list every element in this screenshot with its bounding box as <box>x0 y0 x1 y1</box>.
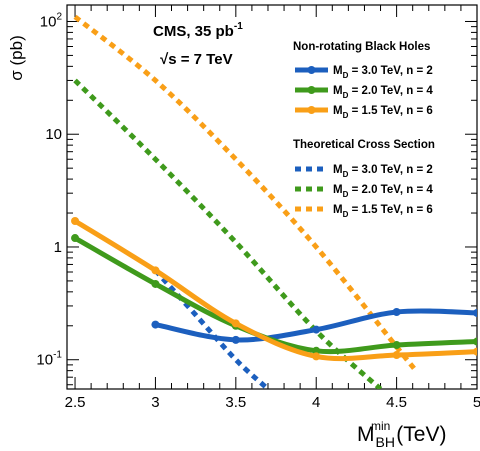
legend-limit-marker-1 <box>307 86 316 94</box>
legend: Non-rotating Black Holes MD = 3.0 TeV, n… <box>293 41 435 219</box>
limit-point-1 <box>473 337 477 346</box>
x-tick-label: 3 <box>151 394 159 411</box>
legend-group1-title: Non-rotating Black Holes <box>293 41 430 53</box>
y-tick-label: 10-1 <box>36 350 62 369</box>
limit-point-1 <box>71 234 80 243</box>
limit-point-2 <box>473 347 477 356</box>
limit-line-0 <box>152 308 477 343</box>
theory-line-1 <box>73 78 383 389</box>
legend-limit-label-2: MD = 1.5 TeV, n = 6 <box>333 105 433 120</box>
y-axis-ticks: 10-1 1 10 102 <box>36 11 477 386</box>
legend-group-limits: MD = 3.0 TeV, n = 2 MD = 2.0 TeV, n = 4 MD… <box>295 65 433 120</box>
legend-theory-label-1: MD = 2.0 TeV, n = 4 <box>333 184 433 199</box>
x-tick-label: 3.5 <box>225 394 246 411</box>
limit-point-2 <box>151 266 160 275</box>
x-tick-label: 5 <box>473 394 480 411</box>
legend-group-theory: MD = 3.0 TeV, n = 2 MD = 2.0 TeV, n = 4 MD… <box>295 164 433 219</box>
y-axis-label: σ (pb) <box>7 35 26 80</box>
legend-limit-label-0: MD = 3.0 TeV, n = 2 <box>333 65 433 80</box>
limit-point-2 <box>392 351 401 360</box>
limit-point-2 <box>312 352 321 361</box>
x-tick-label: 2.5 <box>65 394 86 411</box>
limit-point-0 <box>312 325 321 334</box>
x-tick-label: 4.5 <box>386 394 407 411</box>
limit-point-0 <box>151 320 160 329</box>
plot-frame <box>66 4 478 390</box>
y-tick-label: 10 <box>45 126 62 143</box>
limit-point-1 <box>151 279 160 288</box>
chart-title-line2: √s = 7 TeV <box>160 51 233 68</box>
limit-point-1 <box>312 346 321 355</box>
legend-theory-label-0: MD = 3.0 TeV, n = 2 <box>333 164 433 179</box>
y-tick-label: 1 <box>54 239 62 256</box>
limit-point-0 <box>231 335 240 344</box>
x-tick-label: 4 <box>312 394 320 411</box>
legend-limit-marker-2 <box>307 106 316 114</box>
x-axis-ticks: 2.5 3 3.5 4 4.5 5 <box>65 5 480 411</box>
limit-point-2 <box>231 319 240 328</box>
limit-point-1 <box>392 341 401 350</box>
y-tick-label: 102 <box>40 11 63 30</box>
limit-curves <box>71 216 477 362</box>
x-axis-label: MBHmin (TeV) <box>357 419 446 450</box>
legend-limit-marker-0 <box>307 66 316 74</box>
legend-group2-title: Theoretical Cross Section <box>293 139 435 151</box>
legend-theory-label-2: MD = 1.5 TeV, n = 6 <box>333 204 433 219</box>
limit-point-0 <box>392 308 401 317</box>
limit-point-2 <box>71 216 80 225</box>
legend-limit-label-1: MD = 2.0 TeV, n = 4 <box>333 85 433 100</box>
limit-point-0 <box>473 308 477 317</box>
chart-title-line1: CMS, 35 pb-1 <box>153 21 243 40</box>
